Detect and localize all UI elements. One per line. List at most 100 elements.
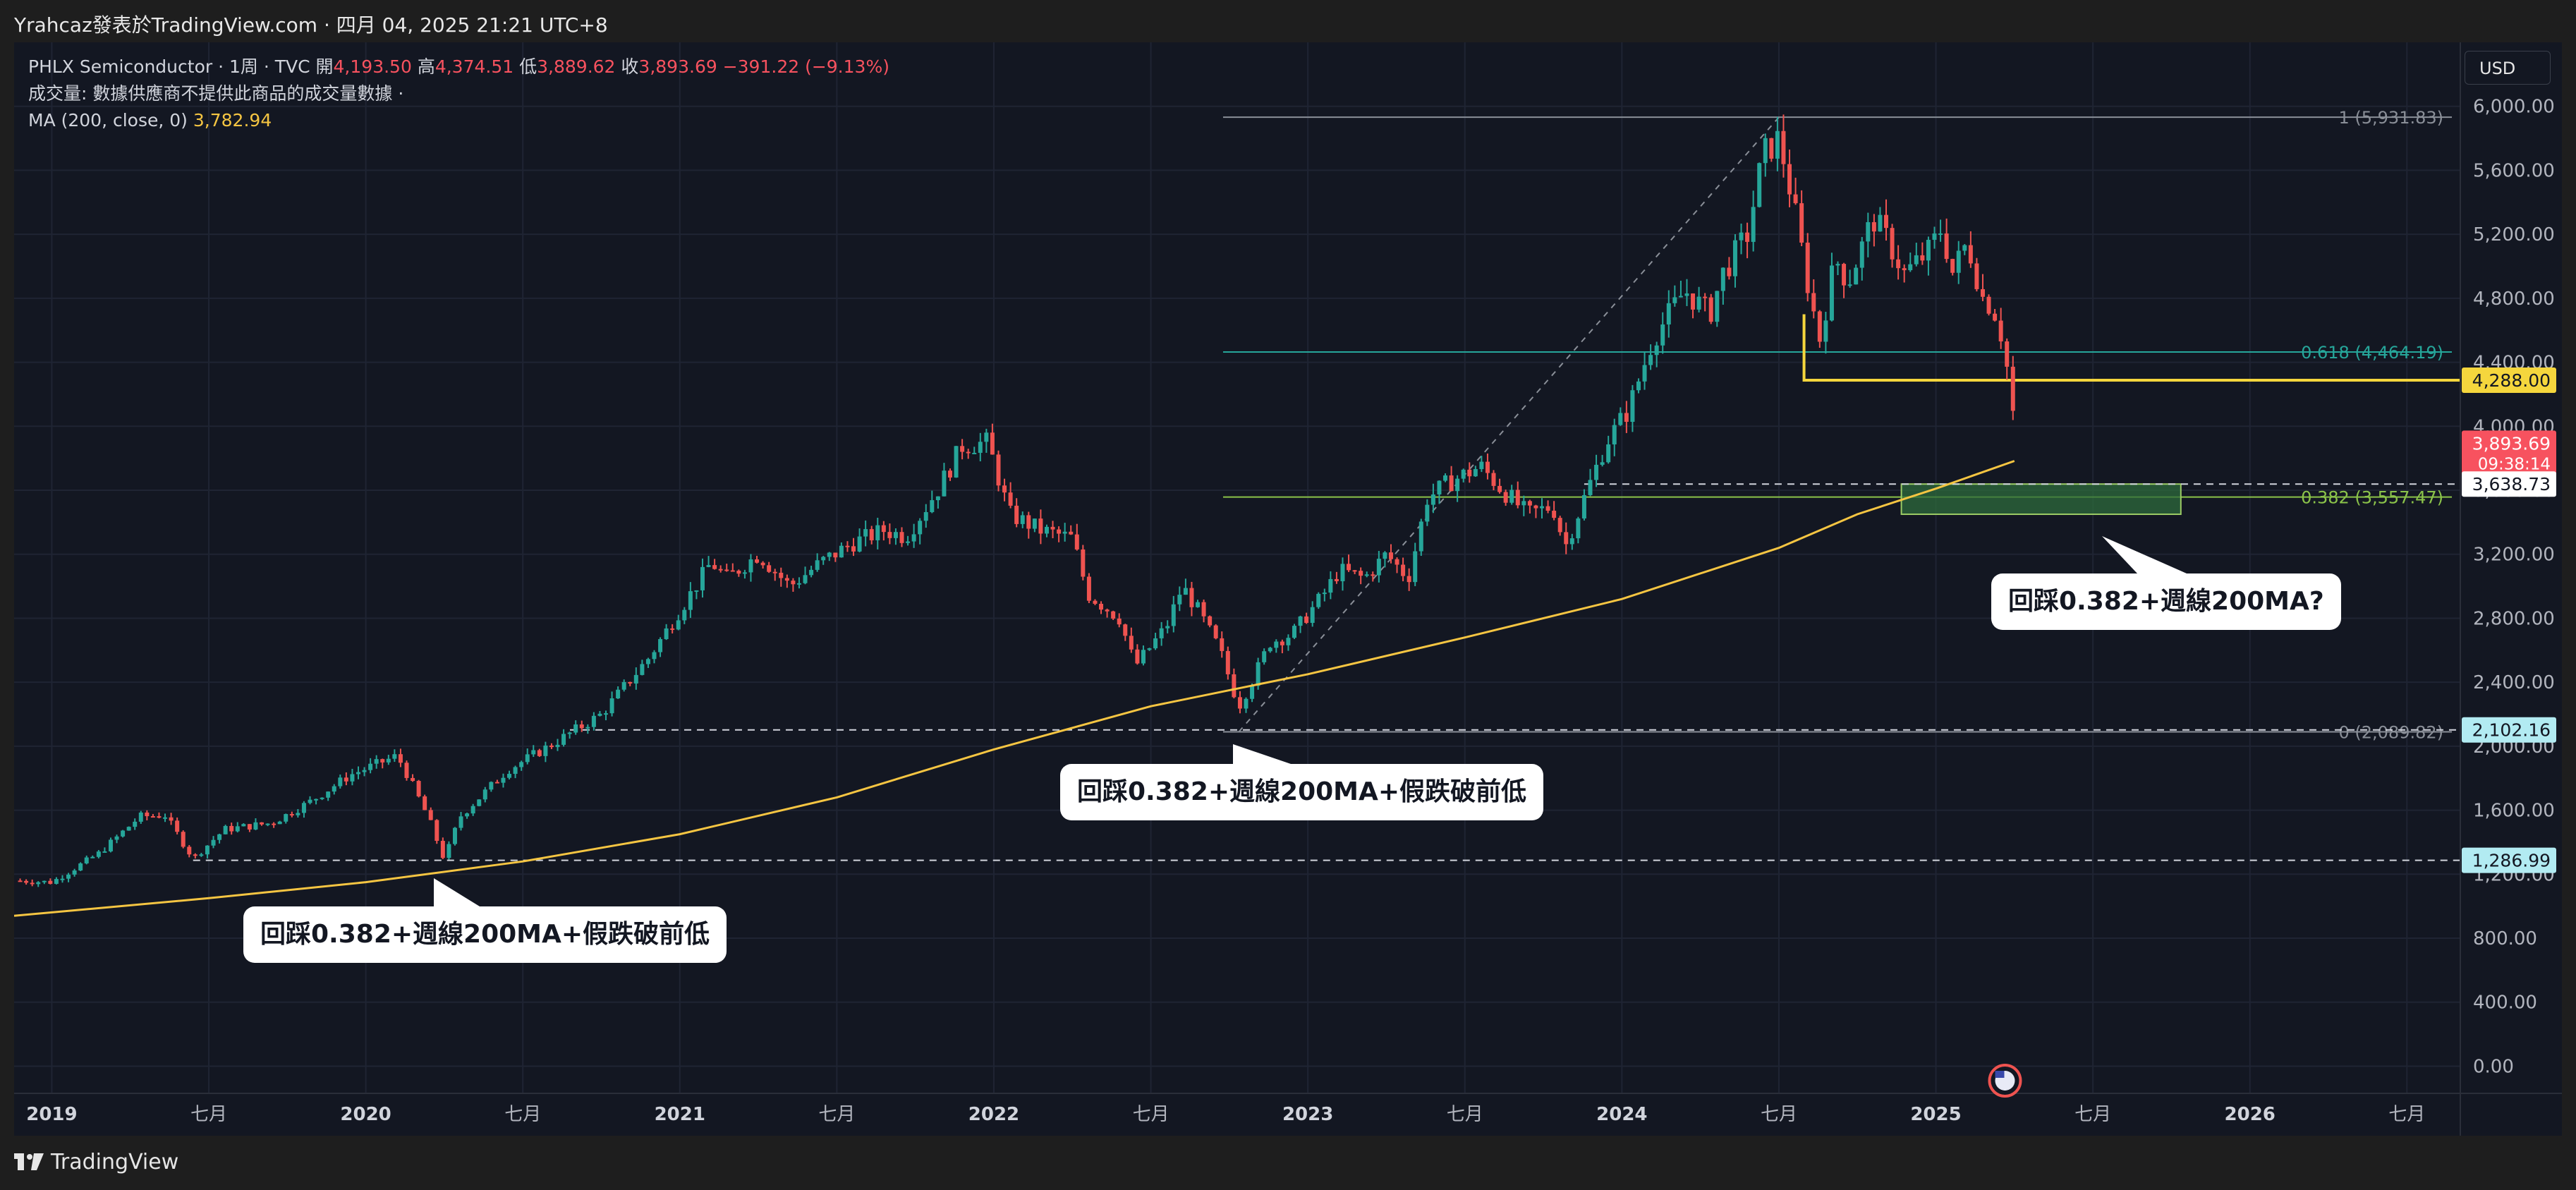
- candle-body: [1268, 648, 1272, 652]
- candle-body: [1298, 616, 1303, 626]
- candle-body: [1842, 264, 1847, 286]
- x-tick-label: 2024: [1596, 1104, 1647, 1125]
- y-tick-label: 400.00: [2473, 992, 2537, 1014]
- candle-body: [1691, 293, 1696, 310]
- candle-body: [1775, 130, 1780, 159]
- y-tick-label: 5,200.00: [2473, 224, 2555, 245]
- candle-body: [935, 496, 940, 501]
- price-axis[interactable]: 0.00400.00800.001,200.001,600.002,000.00…: [2460, 42, 2555, 1136]
- y-tick-label: 1,600.00: [2473, 801, 2555, 822]
- candle-body: [1980, 289, 1985, 297]
- candle-body: [1503, 492, 1508, 503]
- candle-body: [332, 786, 336, 792]
- footer-bar: [0, 1136, 2576, 1190]
- candle-body: [326, 791, 331, 798]
- candle-body: [1654, 345, 1659, 356]
- candle-body: [1062, 531, 1067, 534]
- candle-body: [1189, 588, 1194, 607]
- candle-body: [857, 536, 862, 552]
- candle-body: [1123, 624, 1128, 636]
- candle-body: [1588, 480, 1593, 495]
- candle-body: [501, 777, 506, 783]
- candle-body: [1497, 485, 1502, 492]
- candle-body: [452, 827, 457, 844]
- candle-body: [30, 882, 35, 885]
- candle-body: [1926, 239, 1931, 261]
- candle-body: [1057, 529, 1062, 534]
- candle-body: [1636, 381, 1641, 391]
- candle-body: [1793, 194, 1798, 204]
- candle-body: [1993, 313, 1998, 321]
- candle-body: [102, 851, 107, 853]
- candle-body: [1220, 638, 1225, 651]
- candle-body: [301, 803, 306, 813]
- candle-body: [954, 446, 959, 478]
- us-flag-icon: [1988, 1064, 2022, 1098]
- time-axis[interactable]: 2019 七月 2020 七月 2021 七月 2022 七月 2023 七月 2024 七月 2025…: [14, 1093, 2562, 1125]
- candle-body: [42, 880, 47, 882]
- candle-body: [1660, 324, 1665, 346]
- candle-body: [911, 534, 916, 542]
- candle-body: [199, 854, 204, 856]
- chart-legend: PHLX Semiconductor · 1周 · TVC 開4,193.50 …: [28, 54, 889, 134]
- candle-body: [1081, 549, 1086, 577]
- candle-body: [1147, 648, 1152, 650]
- candle-body: [730, 570, 735, 572]
- candle-body: [187, 846, 192, 855]
- candle-body: [96, 851, 101, 857]
- y-tick-label: 2,400.00: [2473, 672, 2555, 693]
- candle-body: [235, 826, 240, 832]
- candle-body: [1425, 504, 1430, 522]
- candle-body: [211, 839, 216, 846]
- candle-body: [1473, 469, 1478, 477]
- candle-body: [736, 571, 741, 574]
- candle-body: [1594, 464, 1599, 480]
- candle-body: [133, 821, 138, 827]
- candle-body: [458, 816, 463, 828]
- currency-button[interactable]: USD: [2465, 51, 2551, 85]
- candle-body: [1316, 593, 1321, 607]
- candle-body: [1612, 425, 1617, 445]
- legend-ma-row[interactable]: MA (200, close, 0) 3,782.94: [28, 107, 889, 134]
- x-tick-label: 七月: [504, 1104, 541, 1125]
- y-tick-label: 800.00: [2473, 928, 2537, 949]
- legend-close-label: 收: [621, 56, 639, 77]
- candle-body: [652, 652, 657, 660]
- legend-volume-note: 成交量: 數據供應商不提供此商品的成交量數據 ·: [28, 83, 404, 104]
- candle-body: [1799, 203, 1804, 243]
- candle-body: [742, 572, 747, 574]
- candle-body: [978, 442, 983, 453]
- candle-body: [428, 810, 433, 820]
- candle-body: [1866, 221, 1871, 242]
- candle-body: [573, 724, 578, 733]
- x-tick-label: 七月: [1447, 1104, 1483, 1125]
- candle-body: [1256, 662, 1260, 686]
- candle-body: [525, 754, 530, 763]
- candle-body: [350, 774, 355, 782]
- candle-body: [289, 814, 294, 816]
- candle-body: [54, 879, 59, 884]
- candle-body: [1974, 263, 1979, 289]
- candle-body: [779, 572, 784, 578]
- candle-body: [755, 559, 760, 563]
- candle-body: [1829, 265, 1834, 321]
- candle-body: [1485, 461, 1490, 473]
- candle-body: [121, 830, 126, 837]
- candle-body: [1437, 480, 1442, 494]
- candle-body: [1847, 284, 1852, 286]
- candle-body: [1038, 518, 1043, 534]
- legend-high: 4,374.51: [435, 56, 514, 77]
- tradingview-logo[interactable]: TradingView: [14, 1148, 178, 1176]
- candle-body: [628, 681, 633, 684]
- candle-body: [1225, 650, 1230, 674]
- candle-body: [1044, 526, 1049, 534]
- candle-body: [145, 812, 150, 817]
- candle-body: [72, 870, 77, 875]
- candle-body: [1769, 138, 1774, 159]
- candle-body: [90, 856, 95, 858]
- y-tick-label: 2,800.00: [2473, 608, 2555, 629]
- price-marker-label: 4,288.00: [2472, 370, 2551, 391]
- legend-change: −391.22 (−9.13%): [722, 56, 889, 77]
- candle-body: [1304, 616, 1309, 624]
- candle-body: [760, 562, 765, 566]
